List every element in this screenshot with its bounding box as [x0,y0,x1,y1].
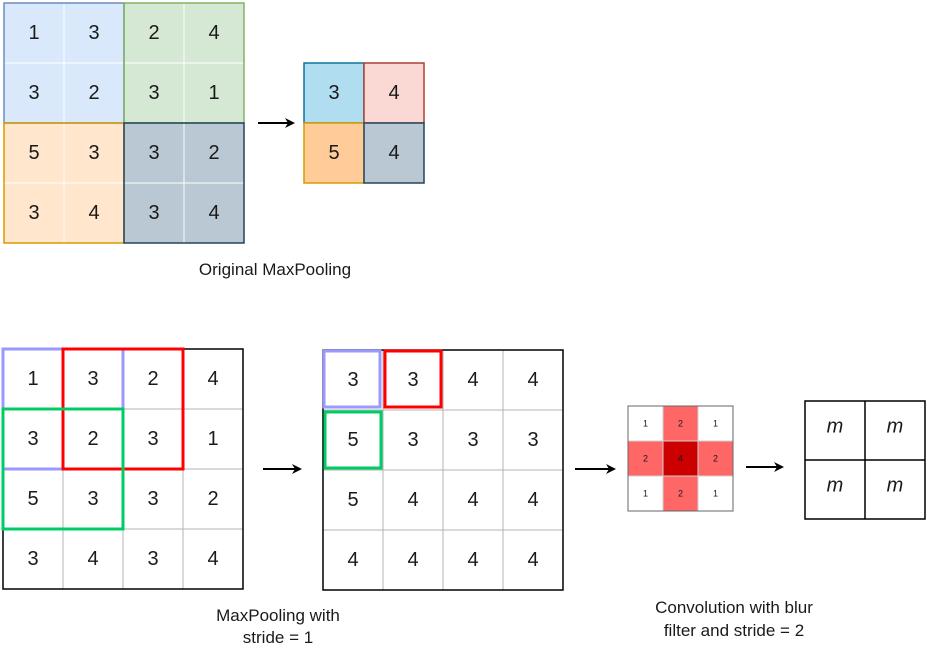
caption-convolution-line1: Convolution with blur [655,598,813,617]
output-value: m [827,475,844,497]
cell-value: 4 [527,549,538,571]
cell-value: 5 [347,489,358,511]
caption-convolution-line2: filter and stride = 2 [664,621,804,640]
cell-value: 4 [208,202,219,224]
pooled-highlight-third [323,410,383,470]
cell-value: 4 [87,548,98,570]
output-cell [363,62,425,124]
cell-value: 4 [527,369,538,391]
cell-value: 3 [148,82,159,104]
filter-weight: 2 [643,454,648,464]
pool-window-third [1,407,125,531]
cell-value: 5 [347,429,358,451]
cell-value: 4 [207,368,218,390]
cell-value: 1 [207,428,218,450]
filter-border [627,405,734,512]
caption-original-maxpooling: Original MaxPooling [199,260,351,279]
output-cell [363,122,425,184]
grid-border [322,349,564,591]
caption-maxpooling-stride-line1: MaxPooling with [216,606,340,625]
caption-maxpooling-stride-line2: stride = 1 [243,628,313,646]
blur-filter-grid: 1 2 1 2 4 2 1 2 1 [627,405,734,512]
cell-value: 3 [147,548,158,570]
top-input-grid: 1 3 2 4 3 2 3 1 5 3 3 2 3 4 3 4 [3,2,245,244]
cell-value: 3 [148,142,159,164]
cell-value: 1 [208,82,219,104]
cell-value: 3 [467,429,478,451]
output-value: m [887,475,904,497]
output-cell [303,62,365,124]
cell-value: 5 [27,488,38,510]
cell-value: 2 [208,142,219,164]
cell-value: 1 [27,368,38,390]
cell-value: 3 [147,428,158,450]
pooled-highlight-second [383,349,443,409]
filter-weight: 2 [713,454,718,464]
cell-value: 3 [28,82,39,104]
filter-weight: 1 [713,489,718,499]
cell-value: 3 [87,488,98,510]
cell-value: 5 [328,142,339,164]
cell-value: 4 [407,549,418,571]
cell-value: 4 [388,142,399,164]
filter-cell [627,440,664,477]
cell-value: 3 [407,429,418,451]
cell-value: 2 [147,368,158,390]
cell-value: 3 [88,22,99,44]
cell-value: 3 [527,429,538,451]
filter-weight: 1 [713,419,718,429]
output-value: m [887,416,904,438]
cell-value: 3 [27,428,38,450]
output-value: m [827,416,844,438]
filter-weight: 2 [678,419,683,429]
cell-value: 4 [347,549,358,571]
cell-value: 2 [148,22,159,44]
cell-value: 4 [467,489,478,511]
cell-value: 3 [147,488,158,510]
cell-value: 3 [148,202,159,224]
cell-value: 1 [28,22,39,44]
pooled-highlight-first [322,349,382,409]
cell-value: 3 [88,142,99,164]
pool-region-border [123,122,245,244]
output-cell [303,122,365,184]
pooled-grid: 3 3 4 4 5 3 3 3 5 4 4 4 4 4 4 4 [322,349,564,591]
cell-value: 4 [527,489,538,511]
filter-cell [662,440,699,477]
cell-value: 4 [208,22,219,44]
bottom-input-grid: 1 3 2 4 3 2 3 1 5 3 3 2 3 4 3 4 [1,347,244,590]
cell-value: 5 [28,142,39,164]
cell-value: 4 [467,369,478,391]
filter-cell [697,440,734,477]
cell-value: 4 [407,489,418,511]
top-output-grid: 3 4 5 4 [303,62,425,184]
filter-weight: 4 [678,454,683,464]
filter-weight: 2 [678,489,683,499]
cell-value: 2 [87,428,98,450]
cell-value: 4 [207,548,218,570]
cell-value: 2 [207,488,218,510]
cell-value: 4 [467,549,478,571]
cell-value: 3 [407,369,418,391]
cell-value: 3 [347,369,358,391]
cell-value: 3 [28,202,39,224]
filter-weight: 1 [643,489,648,499]
cell-value: 3 [328,82,339,104]
cell-value: 3 [87,368,98,390]
cell-value: 2 [88,82,99,104]
cell-value: 4 [88,202,99,224]
final-output-grid: m m m m [804,400,926,520]
cell-value: 4 [388,82,399,104]
cell-value: 3 [27,548,38,570]
filter-weight: 1 [643,419,648,429]
